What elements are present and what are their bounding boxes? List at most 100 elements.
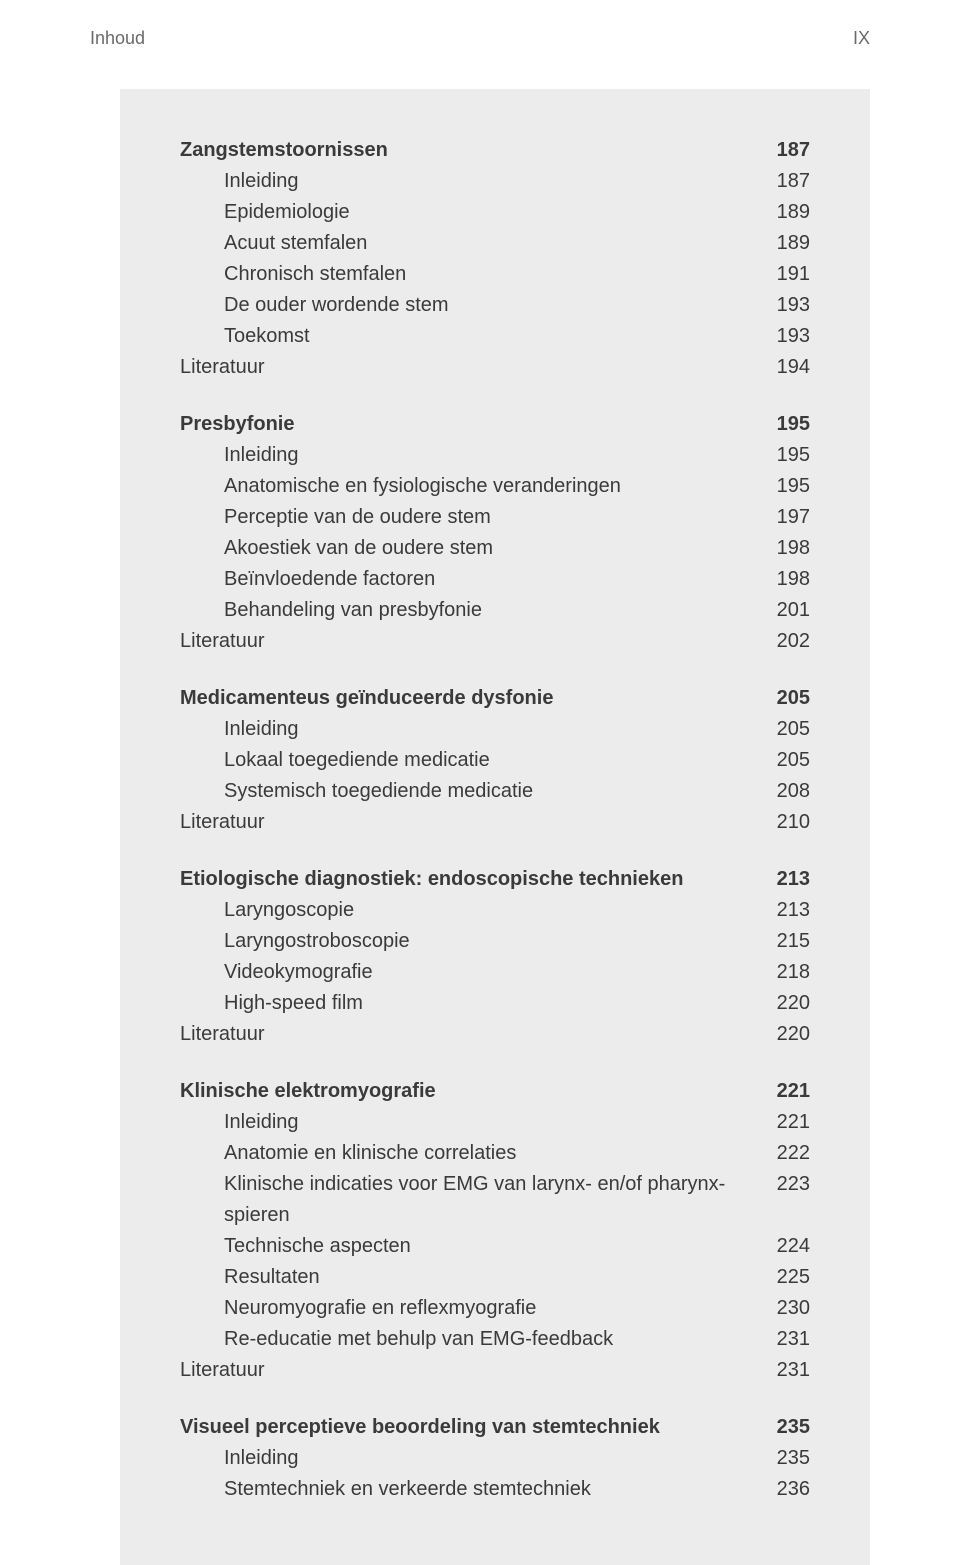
toc-item-label: Chronisch stemfalen (180, 259, 760, 290)
toc-section-title: Klinische elektromyografie221 (180, 1076, 810, 1107)
toc-item-label: Stemtechniek en verkeerde stemtechniek (180, 1474, 760, 1505)
toc-item: Re-educatie met behulp van EMG-feedback2… (180, 1324, 810, 1355)
toc-item-label: Neuromyografie en reflexmyografie (180, 1293, 760, 1324)
toc-literatuur-page: 220 (760, 1019, 810, 1050)
section-gap (180, 1050, 810, 1076)
toc-section-title-page: 205 (760, 683, 810, 714)
toc-item: Inleiding205 (180, 714, 810, 745)
toc-item: Inleiding187 (180, 166, 810, 197)
header-right: IX (853, 28, 870, 49)
toc-item-page: 223 (760, 1169, 810, 1200)
toc-item-label: Perceptie van de oudere stem (180, 502, 760, 533)
toc-item-label: Inleiding (180, 1443, 760, 1474)
toc-item-label: Technische aspecten (180, 1231, 760, 1262)
toc-item: Beïnvloedende factoren198 (180, 564, 810, 595)
toc-item-page: 231 (760, 1324, 810, 1355)
toc-item-label: Acuut stemfalen (180, 228, 760, 259)
toc-literatuur-label: Literatuur (180, 1355, 760, 1386)
toc-item: Anatomische en fysiologische verandering… (180, 471, 810, 502)
toc-literatuur-page: 194 (760, 352, 810, 383)
section-gap (180, 1386, 810, 1412)
toc-section-title-label: Visueel perceptieve beoordeling van stem… (180, 1412, 760, 1443)
page-header: Inhoud IX (0, 0, 960, 49)
toc-item-label: Behandeling van presbyfonie (180, 595, 760, 626)
toc-item: Klinische indicaties voor EMG van larynx… (180, 1169, 810, 1231)
toc-item-page: 195 (760, 440, 810, 471)
toc-item: Systemisch toegediende medicatie208 (180, 776, 810, 807)
toc-item-label: Akoestiek van de oudere stem (180, 533, 760, 564)
toc-item: Neuromyografie en reflexmyografie230 (180, 1293, 810, 1324)
toc-literatuur: Literatuur231 (180, 1355, 810, 1386)
toc-item: Lokaal toegediende medicatie205 (180, 745, 810, 776)
toc-literatuur-page: 202 (760, 626, 810, 657)
toc-item-label: Inleiding (180, 1107, 760, 1138)
toc-item-page: 236 (760, 1474, 810, 1505)
toc-item-label: Systemisch toegediende medicatie (180, 776, 760, 807)
toc-item-label: Epidemiologie (180, 197, 760, 228)
toc-section-title-page: 235 (760, 1412, 810, 1443)
toc-item-label: Resultaten (180, 1262, 760, 1293)
toc-item-page: 198 (760, 564, 810, 595)
toc-item: Perceptie van de oudere stem197 (180, 502, 810, 533)
toc-item-page: 224 (760, 1231, 810, 1262)
toc-section-title: Visueel perceptieve beoordeling van stem… (180, 1412, 810, 1443)
toc-item-page: 222 (760, 1138, 810, 1169)
toc-item-page: 218 (760, 957, 810, 988)
toc-section-title-page: 187 (760, 135, 810, 166)
toc-item-page: 215 (760, 926, 810, 957)
toc-literatuur: Literatuur210 (180, 807, 810, 838)
toc-item: Anatomie en klinische correlaties222 (180, 1138, 810, 1169)
toc-item: Acuut stemfalen189 (180, 228, 810, 259)
toc-item-page: 225 (760, 1262, 810, 1293)
toc-literatuur-label: Literatuur (180, 807, 760, 838)
toc-item-label: Anatomie en klinische correlaties (180, 1138, 760, 1169)
toc-item: Inleiding221 (180, 1107, 810, 1138)
toc-section-title: Medicamenteus geïnduceerde dysfonie205 (180, 683, 810, 714)
toc-item: Epidemiologie189 (180, 197, 810, 228)
toc-item: Akoestiek van de oudere stem198 (180, 533, 810, 564)
toc-item-page: 205 (760, 714, 810, 745)
toc-item: Chronisch stemfalen191 (180, 259, 810, 290)
toc-literatuur-label: Literatuur (180, 352, 760, 383)
toc-literatuur-label: Literatuur (180, 626, 760, 657)
toc-item-label: Inleiding (180, 714, 760, 745)
toc-section-title-label: Medicamenteus geïnduceerde dysfonie (180, 683, 760, 714)
toc-item-page: 193 (760, 321, 810, 352)
toc-item: Stemtechniek en verkeerde stemtechniek23… (180, 1474, 810, 1505)
toc-item-page: 213 (760, 895, 810, 926)
section-gap (180, 838, 810, 864)
toc-item-page: 187 (760, 166, 810, 197)
toc-literatuur-label: Literatuur (180, 1019, 760, 1050)
toc-section-title: Zangstemstoornissen187 (180, 135, 810, 166)
toc-item-page: 193 (760, 290, 810, 321)
toc-section-title-label: Klinische elektromyografie (180, 1076, 760, 1107)
toc-item-page: 191 (760, 259, 810, 290)
toc-box: Zangstemstoornissen187Inleiding187Epidem… (120, 89, 870, 1565)
toc-item-page: 220 (760, 988, 810, 1019)
section-gap (180, 383, 810, 409)
toc-item-label: Klinische indicaties voor EMG van larynx… (180, 1169, 760, 1231)
toc-item-label: Re-educatie met behulp van EMG-feedback (180, 1324, 760, 1355)
toc-item: Inleiding235 (180, 1443, 810, 1474)
toc-item-label: Toekomst (180, 321, 760, 352)
toc-section-title: Etiologische diagnostiek: endoscopische … (180, 864, 810, 895)
toc-item: Inleiding195 (180, 440, 810, 471)
toc-item: Videokymografie218 (180, 957, 810, 988)
toc-section-title: Presbyfonie195 (180, 409, 810, 440)
toc-literatuur: Literatuur220 (180, 1019, 810, 1050)
toc-section-title-page: 195 (760, 409, 810, 440)
toc-item-page: 189 (760, 197, 810, 228)
toc-item-label: Inleiding (180, 440, 760, 471)
toc-item-label: Beïnvloedende factoren (180, 564, 760, 595)
toc-item-label: High-speed film (180, 988, 760, 1019)
toc-literatuur-page: 231 (760, 1355, 810, 1386)
toc-item-label: Laryngoscopie (180, 895, 760, 926)
toc-section-title-label: Presbyfonie (180, 409, 760, 440)
toc-item: De ouder wordende stem193 (180, 290, 810, 321)
toc-item-page: 189 (760, 228, 810, 259)
toc-item: High-speed film220 (180, 988, 810, 1019)
toc-literatuur: Literatuur194 (180, 352, 810, 383)
toc-item-label: Laryngostroboscopie (180, 926, 760, 957)
toc-item-label: Videokymografie (180, 957, 760, 988)
toc-item-label: Anatomische en fysiologische verandering… (180, 471, 760, 502)
